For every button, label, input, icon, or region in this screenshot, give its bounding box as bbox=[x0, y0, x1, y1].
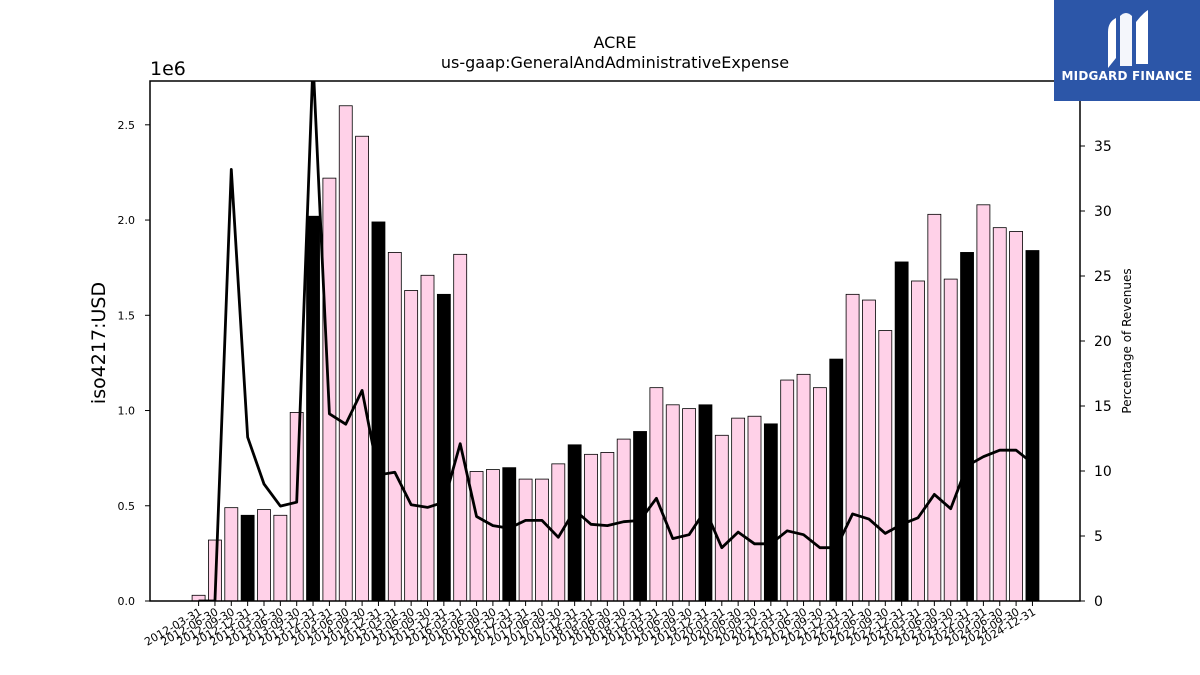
bar bbox=[224, 507, 239, 602]
y2-axis-label: Percentage of Revenues bbox=[1120, 268, 1134, 413]
bar bbox=[992, 227, 1007, 602]
bar bbox=[567, 444, 582, 602]
bar bbox=[845, 293, 860, 602]
percentage-series-line bbox=[198, 81, 1034, 601]
bar bbox=[404, 290, 419, 602]
y2-tick-label: 5 bbox=[1094, 529, 1103, 545]
bar bbox=[371, 221, 386, 602]
bar bbox=[518, 478, 533, 602]
logo-name: MIDGARD FINANCE bbox=[1061, 69, 1193, 83]
bar bbox=[829, 358, 844, 602]
bar bbox=[453, 253, 468, 602]
bar bbox=[976, 204, 991, 602]
y-tick-label: 2.5 bbox=[118, 119, 136, 132]
bar bbox=[355, 135, 370, 602]
bar bbox=[535, 478, 549, 602]
bar bbox=[682, 408, 696, 602]
bar bbox=[780, 379, 795, 602]
bar bbox=[862, 299, 876, 602]
y-axis-label: iso4217:USD bbox=[88, 282, 110, 404]
bar bbox=[960, 252, 974, 602]
bar bbox=[796, 373, 811, 602]
bar bbox=[1009, 231, 1023, 602]
bar bbox=[813, 387, 827, 602]
y-tick-label: 0.0 bbox=[118, 595, 136, 608]
bar bbox=[747, 415, 762, 602]
bar bbox=[665, 404, 680, 602]
y2-tick-label: 35 bbox=[1094, 139, 1112, 155]
y-tick-label: 1.0 bbox=[118, 405, 136, 418]
y-multiplier-label: 1e6 bbox=[150, 58, 186, 80]
bar bbox=[714, 434, 729, 602]
bar bbox=[763, 423, 778, 602]
bar bbox=[1025, 250, 1040, 602]
percentage-line bbox=[198, 81, 1034, 601]
bar bbox=[927, 213, 942, 602]
y2-tick-label: 10 bbox=[1094, 464, 1112, 480]
bar bbox=[943, 278, 958, 602]
bar bbox=[502, 467, 517, 602]
bar bbox=[338, 105, 353, 602]
bar bbox=[436, 293, 451, 602]
bar bbox=[387, 252, 402, 602]
bar bbox=[240, 514, 255, 602]
y-tick-label: 2.0 bbox=[118, 214, 136, 227]
y2-tick-label: 15 bbox=[1094, 399, 1112, 415]
y2-tick-label: 0 bbox=[1094, 594, 1103, 610]
bar bbox=[289, 412, 304, 602]
y2-tick-label: 25 bbox=[1094, 269, 1112, 285]
y-tick-label: 1.5 bbox=[118, 309, 136, 322]
bar bbox=[273, 514, 288, 602]
bar bbox=[878, 330, 893, 602]
bar bbox=[911, 280, 925, 602]
bar bbox=[257, 509, 271, 602]
logo-mark-icon bbox=[1108, 10, 1148, 68]
chart-title: ACRE bbox=[593, 33, 636, 52]
bar bbox=[485, 469, 500, 602]
bar bbox=[894, 261, 909, 602]
y-tick-label: 0.5 bbox=[118, 500, 136, 513]
bar bbox=[584, 453, 598, 602]
y2-tick-label: 20 bbox=[1094, 334, 1112, 350]
y2-tick-label: 30 bbox=[1094, 204, 1112, 220]
plot-frame bbox=[149, 80, 1081, 602]
chart-subtitle: us-gaap:GeneralAndAdministrativeExpense bbox=[441, 53, 789, 72]
bar bbox=[731, 417, 746, 602]
brand-logo: MIDGARD FINANCE bbox=[1054, 0, 1200, 101]
bar bbox=[649, 387, 664, 602]
bar bbox=[420, 274, 435, 602]
bar bbox=[698, 404, 713, 602]
bar bbox=[306, 215, 320, 602]
axis-ticks: 0.00.51.01.52.02.5051015202530352012-03-… bbox=[118, 119, 1112, 649]
